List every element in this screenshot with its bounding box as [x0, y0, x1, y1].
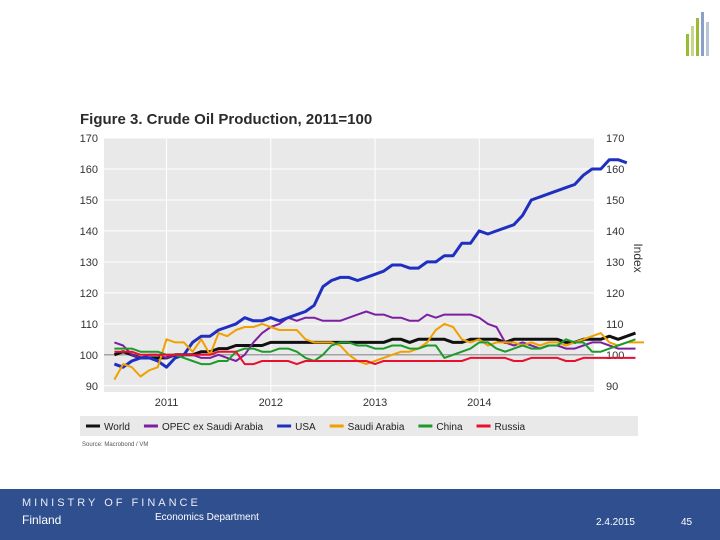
legend-box — [80, 416, 638, 436]
y-tick-label-left: 170 — [80, 133, 98, 145]
series-line — [113, 158, 628, 369]
legend-label: Russia — [495, 422, 526, 433]
logo-bar — [686, 34, 689, 56]
logo-bar — [706, 22, 709, 56]
series-line — [113, 322, 644, 381]
x-tick-label: 2013 — [363, 397, 387, 409]
x-tick-label: 2012 — [259, 397, 283, 409]
page-number: 45 — [681, 517, 693, 528]
y-tick-label-left: 130 — [80, 257, 98, 269]
logo-bar — [691, 26, 694, 56]
legend-label: World — [104, 422, 130, 433]
brand-logo-bars — [686, 12, 709, 56]
y-tick-label-right: 140 — [606, 226, 624, 238]
series-line — [114, 350, 636, 366]
legend-label: China — [436, 422, 463, 433]
country-name: Finland — [22, 513, 62, 527]
y-tick-label-right: 110 — [606, 319, 624, 331]
y-tick-label-right: 90 — [606, 381, 618, 393]
logo-bar — [701, 12, 704, 56]
y-tick-label-left: 160 — [80, 164, 98, 176]
y-tick-label-left: 150 — [80, 195, 98, 207]
y-tick-label-left: 140 — [80, 226, 98, 238]
y-tick-label-right: 150 — [606, 195, 624, 207]
legend-label: USA — [295, 422, 316, 433]
ministry-name: MINISTRY OF FINANCE — [22, 497, 201, 509]
y-tick-label-left: 120 — [80, 288, 98, 300]
y-tick-label-right: 160 — [606, 164, 624, 176]
x-tick-label: 2014 — [467, 397, 491, 409]
line-chart: 90 90 100 100 110 110 120 120 130 130 140 140 150 150… — [80, 133, 644, 436]
y-tick-label-right: 170 — [606, 133, 624, 145]
y-tick-label-left: 110 — [80, 319, 98, 331]
chart-title: Figure 3. Crude Oil Production, 2011=100 — [80, 111, 373, 128]
footer-bar: MINISTRY OF FINANCE Finland Economics De… — [0, 489, 720, 540]
y-tick-label-right: 130 — [606, 257, 624, 269]
y-tick-label-left: 90 — [86, 381, 98, 393]
source-note: Source: Macrobond / VM — [82, 442, 149, 448]
y-axis-label: Index — [631, 243, 644, 272]
x-tick-label: 2011 — [155, 397, 179, 409]
y-tick-label-left: 100 — [80, 350, 98, 362]
legend-label: OPEC ex Saudi Arabia — [162, 422, 264, 433]
slide-date: 2.4.2015 — [596, 517, 635, 528]
department-name: Economics Department — [155, 512, 259, 523]
y-tick-label-right: 120 — [606, 288, 624, 300]
y-tick-label-right: 100 — [606, 350, 624, 362]
logo-bar — [696, 18, 699, 56]
series-line — [113, 331, 637, 360]
legend-label: Saudi Arabia — [348, 422, 405, 433]
series-line — [114, 338, 636, 366]
